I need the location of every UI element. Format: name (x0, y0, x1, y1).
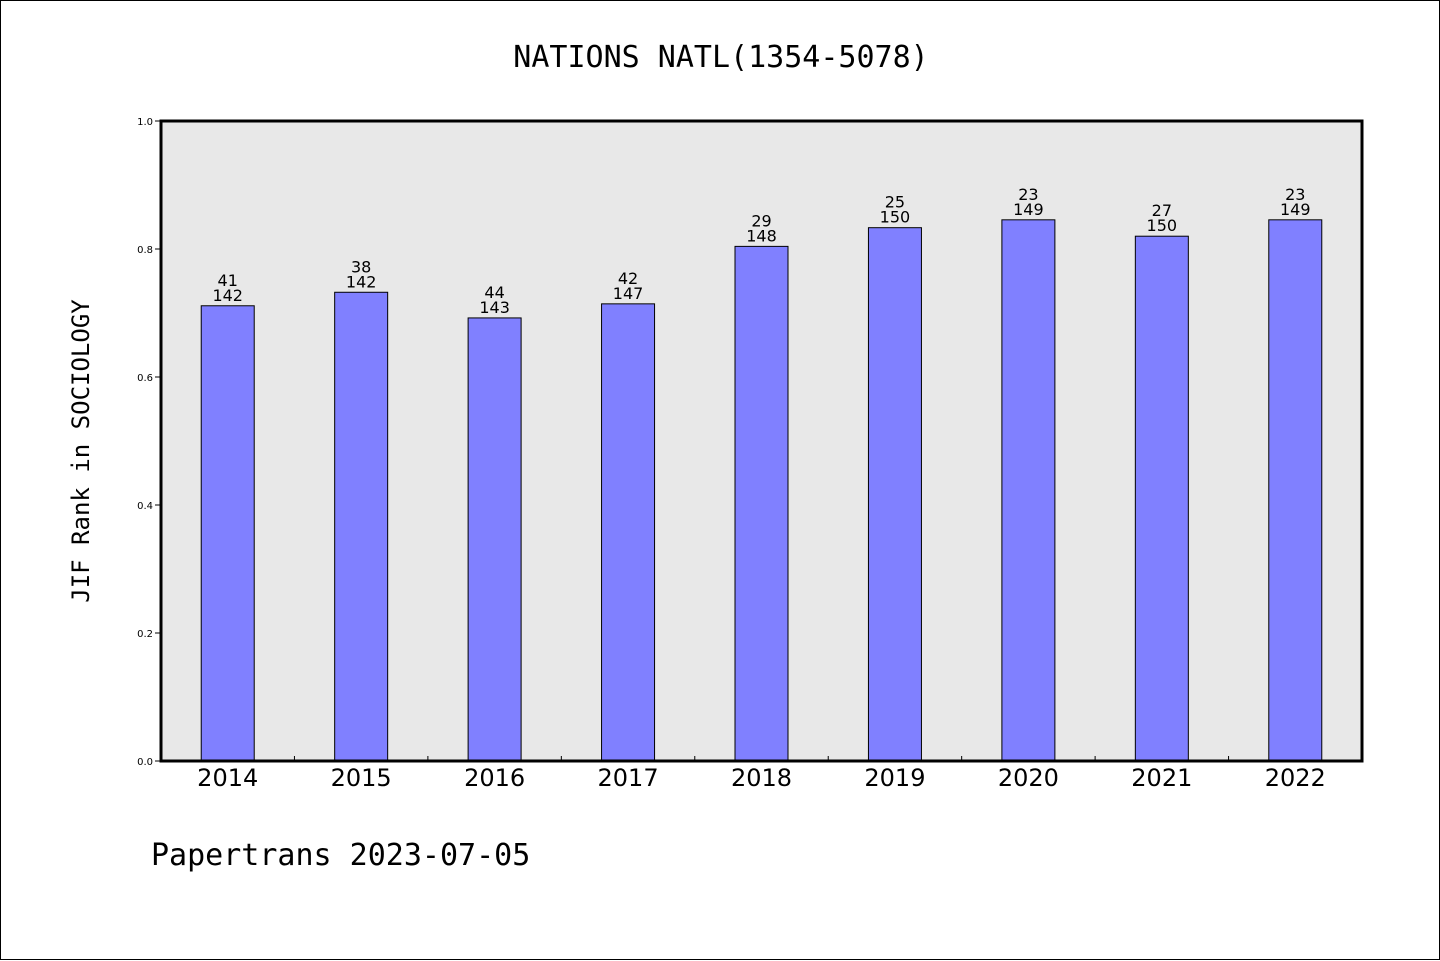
bar-2016 (467, 317, 522, 762)
data-label-total-2019: 150 (880, 208, 911, 227)
y-axis: 0.0 0.2 0.4 0.6 0.8 1.0 (137, 117, 161, 768)
x-axis: 2014 2015 2016 2017 2018 2019 2020 2021 2022 (197, 756, 1326, 792)
bar-2014 (200, 305, 255, 762)
x-tick-label: 2020 (998, 764, 1059, 792)
data-label-rank-2015: 38 (351, 257, 371, 276)
y-axis-label: JIF Rank in SOCIOLOGY (67, 299, 95, 603)
y-tick-label: 0.4 (137, 501, 153, 512)
y-tick-label: 0.6 (137, 373, 153, 384)
x-tick-label: 2015 (331, 764, 392, 792)
data-label-rank-2019: 25 (885, 193, 905, 212)
bar-2018 (734, 245, 789, 762)
data-label-total-2016: 143 (479, 298, 510, 317)
bar-2020 (1001, 219, 1056, 762)
data-label-rank-2017: 42 (618, 269, 638, 288)
x-tick-label: 2017 (598, 764, 659, 792)
bar-2015 (334, 291, 389, 762)
x-tick-label: 2014 (197, 764, 258, 792)
bar-2019 (867, 227, 922, 762)
data-label-total-2022: 149 (1280, 200, 1311, 219)
y-tick-label: 0.2 (137, 629, 153, 640)
footer-text: Papertrans 2023-07-05 (151, 838, 530, 873)
x-tick-label: 2021 (1131, 764, 1192, 792)
y-tick-label: 1.0 (137, 117, 153, 128)
x-tick-label: 2022 (1265, 764, 1326, 792)
bar-2022 (1268, 219, 1323, 762)
bar-2017 (601, 303, 656, 762)
data-label-total-2014: 142 (212, 286, 243, 305)
x-tick-label: 2019 (864, 764, 925, 792)
y-tick-label: 0.0 (137, 757, 153, 768)
bar-2021 (1134, 235, 1189, 762)
data-label-total-2020: 149 (1013, 200, 1044, 219)
data-label-rank-2020: 23 (1018, 185, 1038, 204)
chart-title: NATIONS NATL(1354-5078) (513, 40, 928, 75)
data-label-total-2021: 150 (1147, 216, 1178, 235)
data-label-rank-2018: 29 (751, 211, 771, 230)
data-label-rank-2014: 41 (218, 271, 238, 290)
y-tick-label: 0.8 (137, 245, 153, 256)
plot-border (159, 119, 1364, 763)
data-label-rank-2022: 23 (1285, 185, 1305, 204)
data-label-rank-2016: 44 (484, 283, 504, 302)
x-tick-label: 2016 (464, 764, 525, 792)
data-label-total-2015: 142 (346, 272, 377, 291)
data-label-total-2017: 147 (613, 284, 644, 303)
x-tick-label: 2018 (731, 764, 792, 792)
data-label-rank-2021: 27 (1152, 201, 1172, 220)
data-label-total-2018: 148 (746, 226, 777, 245)
